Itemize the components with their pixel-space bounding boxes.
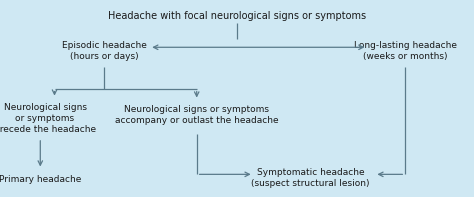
Text: Episodic headache
(hours or days): Episodic headache (hours or days) [62,41,147,61]
Text: Neurological signs or symptoms
accompany or outlast the headache: Neurological signs or symptoms accompany… [115,105,279,125]
Text: Primary headache: Primary headache [0,175,82,184]
Text: Neurological signs
or symptoms
precede the headache: Neurological signs or symptoms precede t… [0,103,96,134]
Text: Headache with focal neurological signs or symptoms: Headache with focal neurological signs o… [108,11,366,21]
Text: Symptomatic headache
(suspect structural lesion): Symptomatic headache (suspect structural… [251,168,370,188]
Text: Long-lasting headache
(weeks or months): Long-lasting headache (weeks or months) [354,41,457,61]
